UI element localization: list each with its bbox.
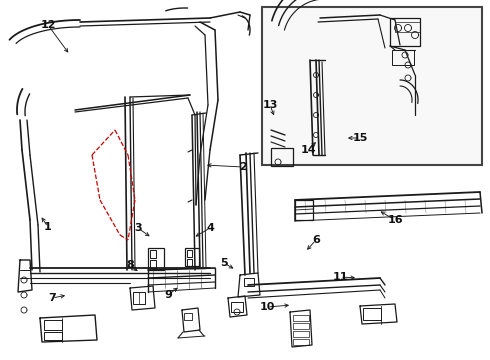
Bar <box>363 308 381 320</box>
Text: 11: 11 <box>332 272 348 282</box>
Bar <box>244 278 254 286</box>
Bar <box>148 248 164 270</box>
Bar <box>392 50 414 65</box>
Text: 4: 4 <box>206 223 214 233</box>
Text: 13: 13 <box>262 100 278 110</box>
Bar <box>150 250 156 258</box>
Text: 10: 10 <box>259 302 275 312</box>
Bar <box>133 292 145 304</box>
Text: 15: 15 <box>352 133 368 143</box>
Text: 14: 14 <box>300 145 316 155</box>
Bar <box>390 18 420 46</box>
Bar <box>293 323 309 329</box>
Bar <box>293 339 309 345</box>
Bar <box>293 315 309 321</box>
Text: 1: 1 <box>44 222 52 232</box>
Bar <box>295 200 313 220</box>
Bar <box>231 302 243 312</box>
Text: 12: 12 <box>40 20 56 30</box>
Bar <box>271 148 293 166</box>
Bar <box>187 259 192 266</box>
Bar <box>184 313 192 320</box>
Text: 16: 16 <box>387 215 403 225</box>
Bar <box>187 250 192 257</box>
Bar <box>395 22 420 32</box>
Bar <box>44 332 62 340</box>
Text: 3: 3 <box>134 223 142 233</box>
Bar <box>150 260 156 268</box>
Bar <box>293 331 309 337</box>
Text: 9: 9 <box>164 290 172 300</box>
Text: 7: 7 <box>48 293 56 303</box>
Text: 2: 2 <box>239 162 247 172</box>
Bar <box>44 320 62 330</box>
Text: 6: 6 <box>312 235 320 245</box>
Bar <box>185 248 199 266</box>
Bar <box>262 7 482 165</box>
Text: 8: 8 <box>126 260 134 270</box>
Text: 5: 5 <box>220 258 228 268</box>
